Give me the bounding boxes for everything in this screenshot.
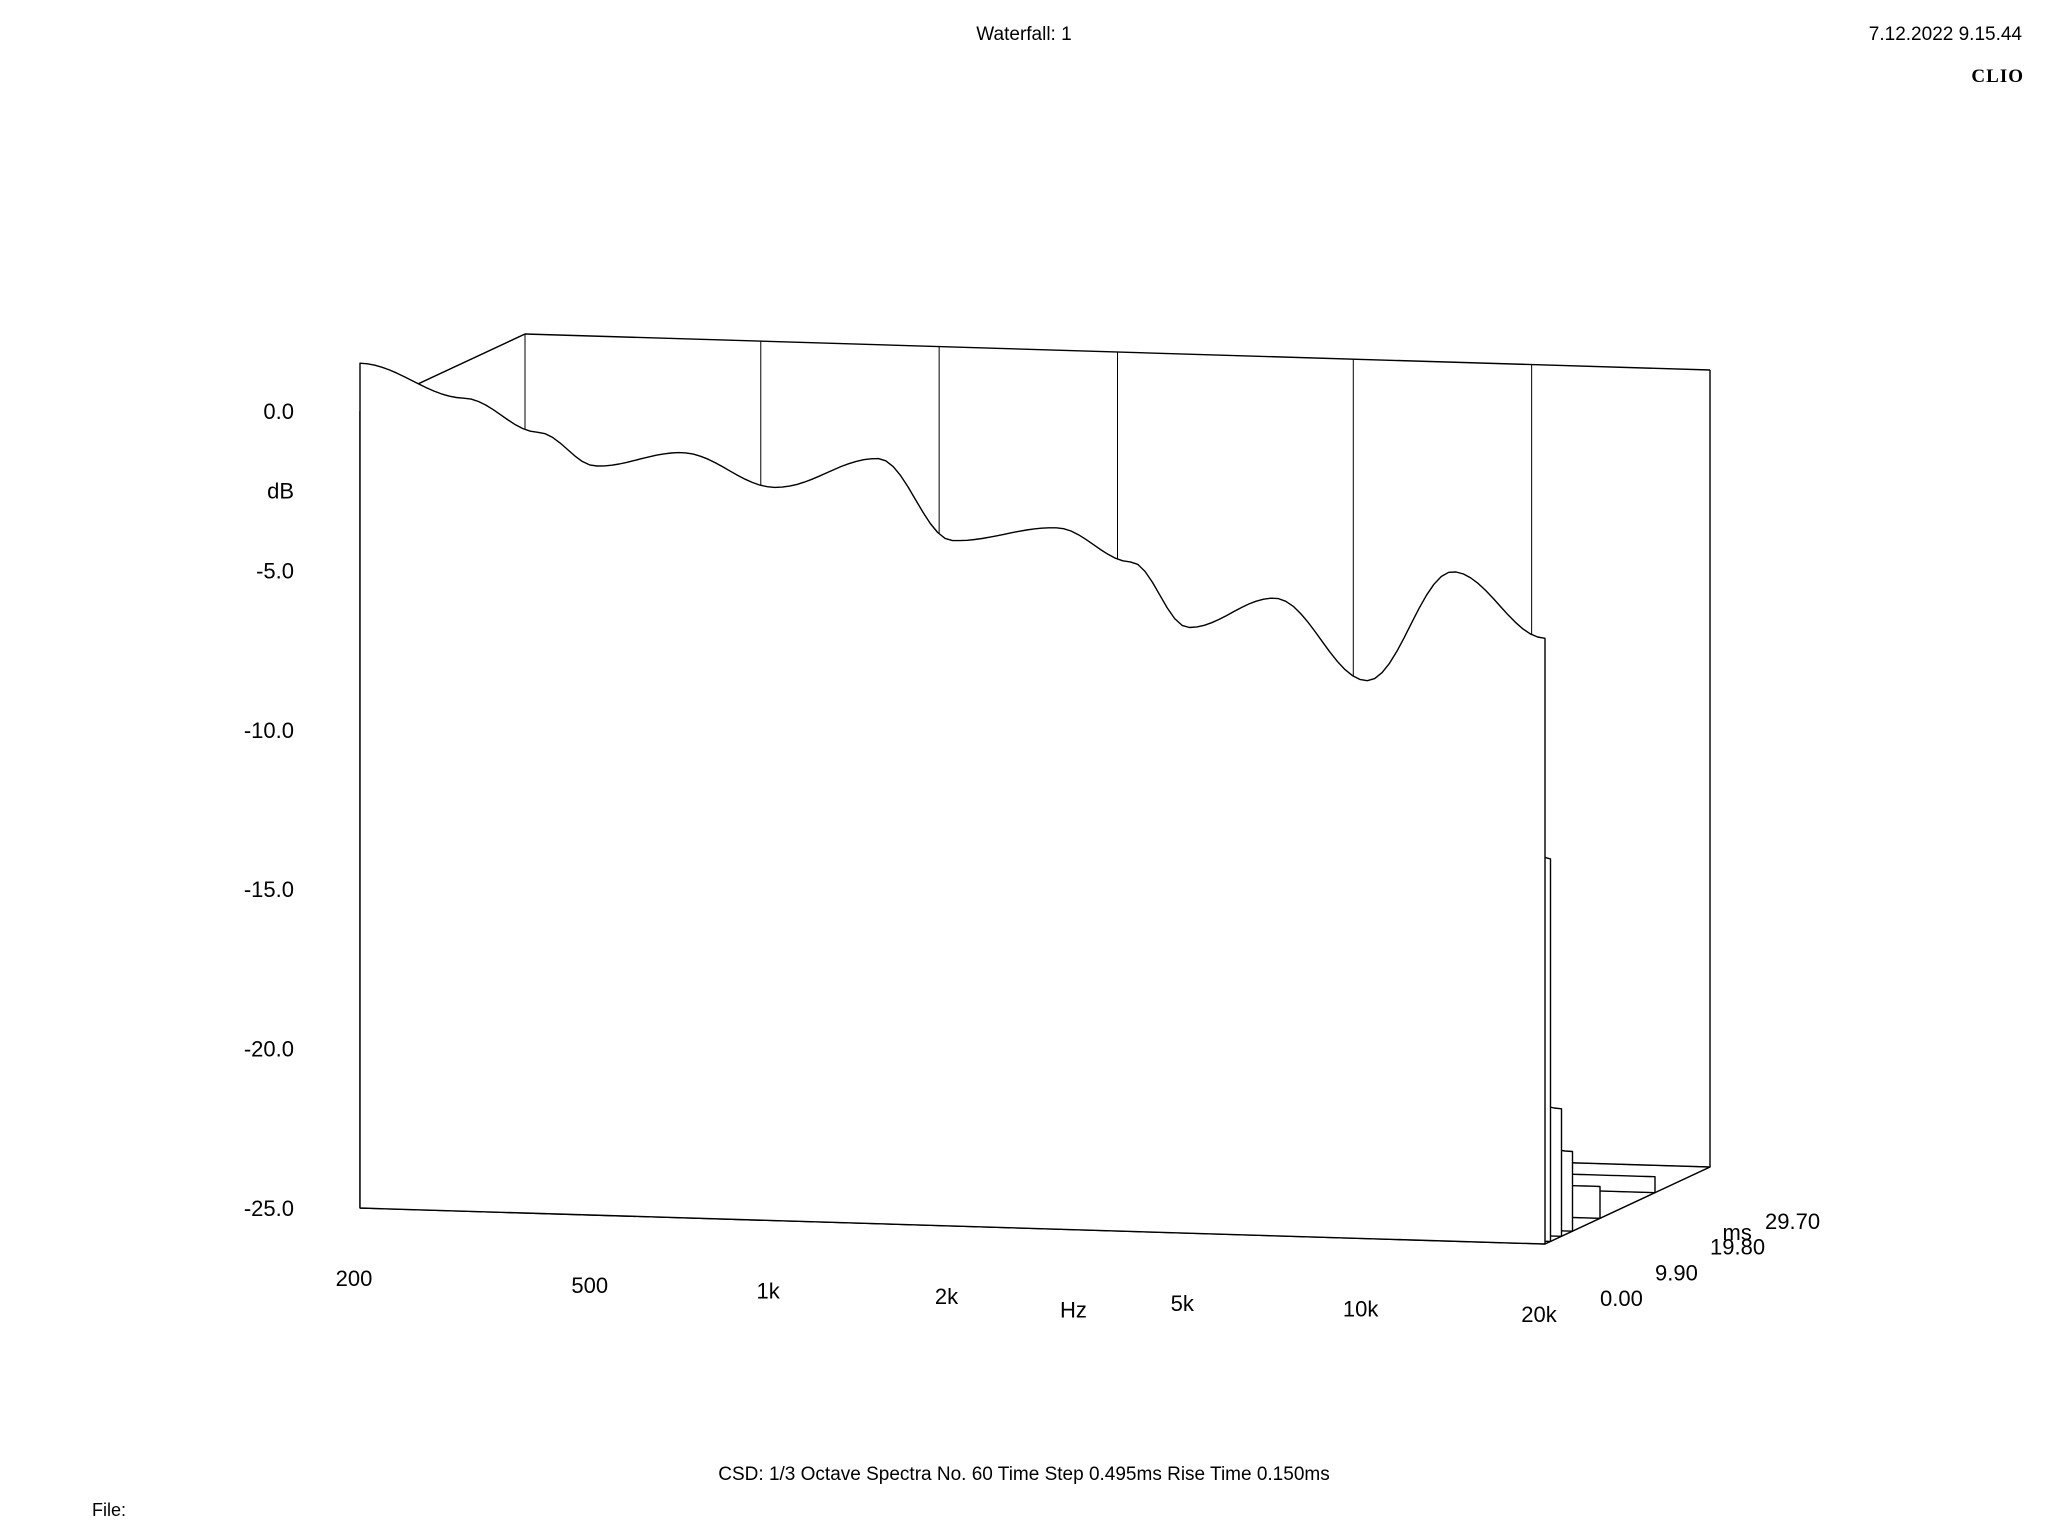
db-tick-label: -10.0 — [244, 718, 294, 743]
time-tick-label: 29.70 — [1765, 1209, 1820, 1234]
db-tick-label: 0.0 — [263, 399, 294, 424]
freq-tick-label: 20k — [1521, 1302, 1557, 1327]
freq-tick-label: 500 — [571, 1273, 608, 1298]
freq-tick-label: 2k — [935, 1284, 959, 1309]
axis-labels: 0.0 -5.0 -10.0 -15.0 -20.0 -25.0 dB 200 500 1k 2k 5… — [244, 399, 1820, 1327]
time-tick-label: 0.00 — [1600, 1286, 1643, 1311]
freq-tick-label: 10k — [1343, 1297, 1379, 1322]
timestamp: 7.12.2022 9.15.44 — [1868, 24, 2022, 45]
time-tick-label: 9.90 — [1655, 1260, 1698, 1285]
db-axis-label: dB — [267, 479, 294, 504]
csd-settings: CSD: 1/3 Octave Spectra No. 60 Time Step… — [718, 1464, 1330, 1485]
freq-tick-label: 1k — [757, 1279, 781, 1304]
spectra-traces — [359, 362, 1711, 1245]
freq-axis-label: Hz — [1060, 1298, 1087, 1323]
file-label: File: — [92, 1500, 127, 1520]
time-tick-label: 19.80 — [1710, 1235, 1765, 1260]
brand-logo: CLIO — [1971, 66, 2024, 87]
db-tick-label: -25.0 — [244, 1196, 294, 1221]
chart-title: Waterfall: 1 — [976, 24, 1072, 45]
db-tick-label: -15.0 — [244, 877, 294, 902]
time-axis-label: ms — [1723, 1220, 1752, 1245]
freq-tick-label: 200 — [336, 1266, 373, 1291]
db-tick-label: -20.0 — [244, 1037, 294, 1062]
db-tick-label: -5.0 — [256, 558, 294, 583]
freq-tick-label: 5k — [1171, 1291, 1195, 1316]
spectrum-trace — [359, 362, 1546, 1245]
